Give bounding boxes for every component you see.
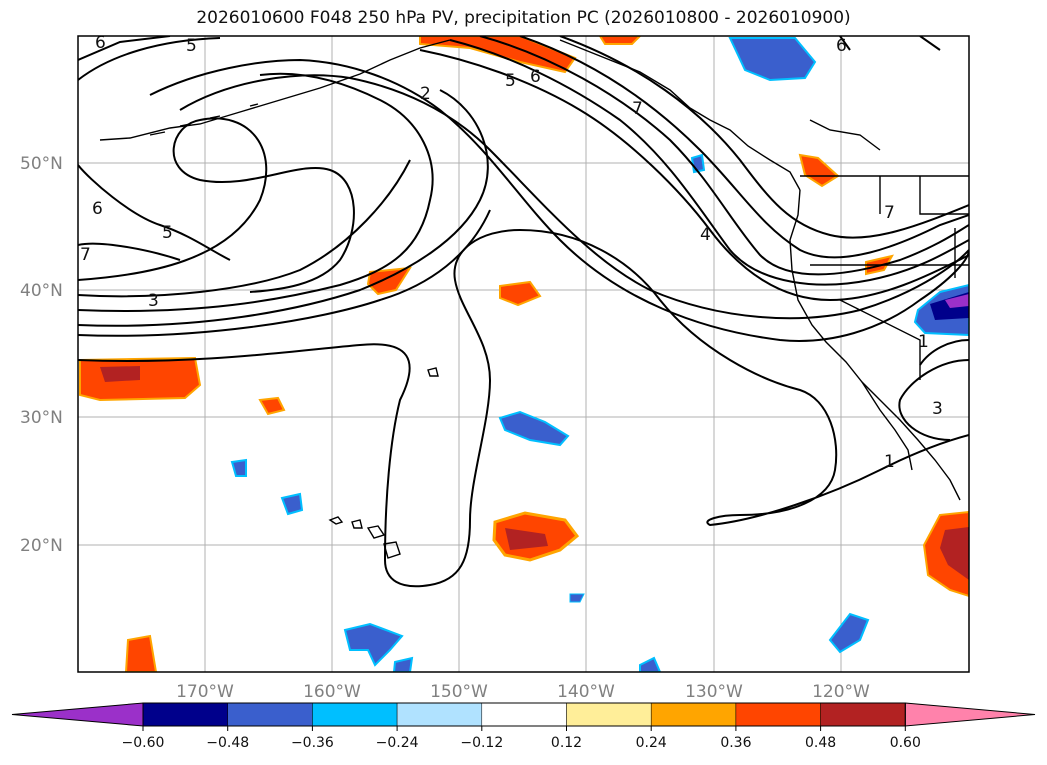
- contour-label: 3: [148, 291, 159, 311]
- contour-label: 1: [918, 332, 929, 352]
- colorbar-segment: [396, 702, 483, 727]
- colorbar-tick-label: −0.12: [460, 735, 503, 751]
- colorbar-tick-label: −0.36: [291, 735, 334, 751]
- colorbar: −0.60 −0.48 −0.36 −0.24 −0.12 0.12 0.24 0.36 0.4…: [11, 702, 1036, 751]
- colorbar-extend-high: [904, 702, 1036, 727]
- colorbar-tick-label: 0.48: [805, 735, 836, 751]
- colorbar-extend-low: [11, 702, 144, 727]
- contour-label: 7: [884, 203, 895, 223]
- lon-label: 140°W: [557, 682, 615, 702]
- colorbar-tick-label: −0.60: [122, 735, 165, 751]
- contour-label: 6: [530, 67, 541, 87]
- colorbar-segment: [227, 702, 313, 727]
- colorbar-outline: [142, 702, 906, 727]
- colorbar-segment: [820, 702, 906, 727]
- colorbar-tick-label: 0.36: [720, 735, 751, 751]
- colorbar-segment: [735, 702, 821, 727]
- colorbar-segment: [312, 702, 398, 727]
- colorbar-tick-label: 0.60: [890, 735, 921, 751]
- colorbar-tick-label: −0.24: [376, 735, 419, 751]
- map-layer: 6 5 2 5 6 7 6 6 5 7 3 4 7 1 3 1: [78, 33, 969, 672]
- contour-label: 5: [162, 223, 173, 243]
- lon-label: 130°W: [685, 682, 743, 702]
- lon-label: 170°W: [176, 682, 234, 702]
- lat-label: 30°N: [20, 408, 63, 428]
- lat-label: 40°N: [20, 281, 63, 301]
- contour-label: 1: [884, 452, 895, 472]
- contour-label: 4: [700, 225, 711, 245]
- contour-label: 5: [505, 71, 516, 91]
- lon-label: 150°W: [430, 682, 488, 702]
- colorbar-segment: [481, 702, 567, 727]
- lat-labels: 50°N 40°N 30°N 20°N: [20, 154, 63, 556]
- colorbar-segment: [142, 702, 228, 727]
- contour-label: 7: [632, 99, 643, 119]
- contour-labels: 6 5 2 5 6 7 6 6 5 7 3 4 7 1 3 1: [80, 33, 943, 472]
- contour-label: 5: [186, 36, 197, 56]
- colorbar-tick-label: 0.12: [551, 735, 582, 751]
- contour-label: 3: [932, 399, 943, 419]
- lat-label: 50°N: [20, 154, 63, 174]
- colorbar-tick-label: 0.24: [636, 735, 667, 751]
- contour-label: 6: [95, 33, 106, 53]
- lon-label: 160°W: [303, 682, 361, 702]
- lat-label: 20°N: [20, 536, 63, 556]
- map-title: 2026010600 F048 250 hPa PV, precipitatio…: [196, 8, 851, 28]
- colorbar-tick-label: −0.48: [206, 735, 249, 751]
- contour-label: 7: [80, 245, 91, 265]
- pv-contours: [78, 36, 969, 588]
- colorbar-segment: [650, 702, 737, 727]
- colorbar-segment: [566, 702, 652, 727]
- lon-labels: 170°W 160°W 150°W 140°W 130°W 120°W: [176, 682, 870, 702]
- precip-negative: [230, 37, 969, 672]
- map-frame: [77, 35, 970, 673]
- map-background: [78, 36, 969, 672]
- contour-label: 6: [92, 199, 103, 219]
- contour-label: 6: [836, 36, 847, 56]
- contour-label: 2: [420, 84, 431, 104]
- lon-label: 120°W: [812, 682, 870, 702]
